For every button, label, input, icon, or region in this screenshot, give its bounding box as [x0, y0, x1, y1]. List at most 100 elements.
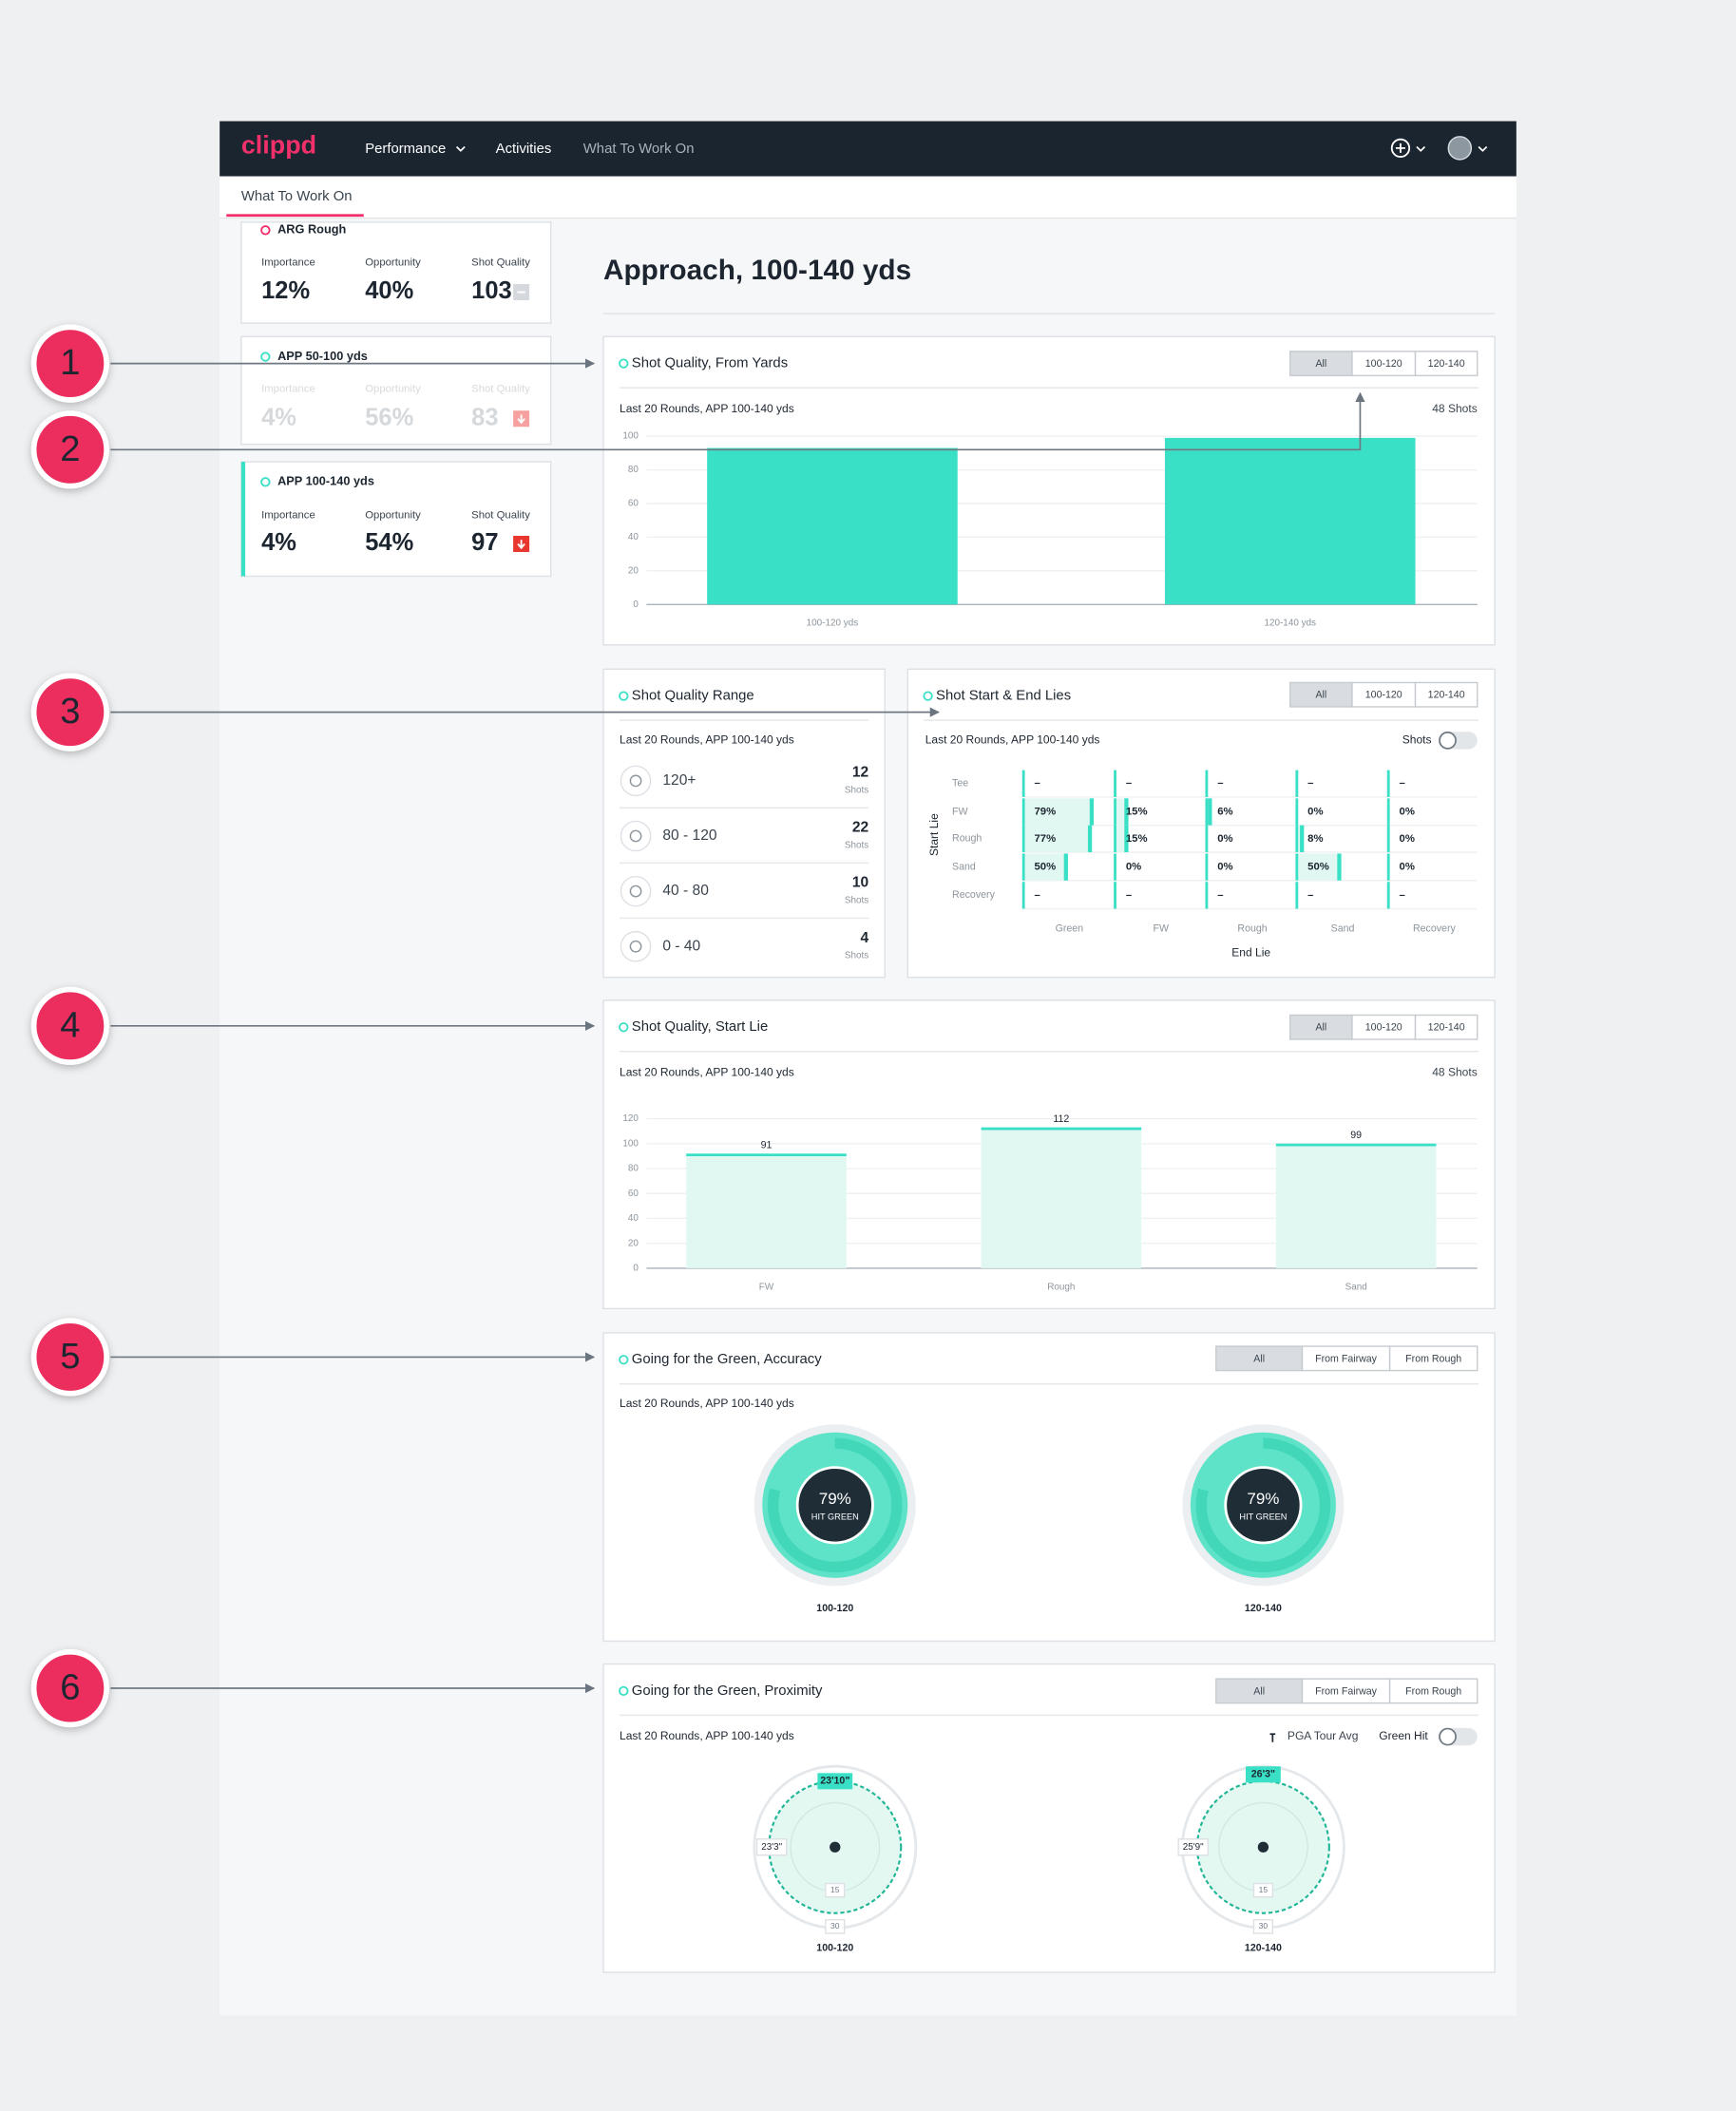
- shot-count: 48 Shots: [1432, 402, 1478, 415]
- filter-button[interactable]: [1215, 1345, 1304, 1372]
- filter-label[interactable]: All: [1315, 690, 1326, 701]
- page-title: Approach, 100-140 yds: [603, 255, 911, 286]
- callout-badge: [30, 673, 109, 751]
- metric-card[interactable]: ARG Rough Importance 12% Opportunity 40% Shot…: [240, 221, 552, 324]
- panel-dot: [619, 1685, 629, 1697]
- metric-value: 83: [471, 404, 498, 430]
- callout-badge: [30, 324, 109, 403]
- avatar[interactable]: [1447, 136, 1473, 161]
- filter-label[interactable]: All: [1315, 1022, 1326, 1034]
- x-tick-label: Sand: [1345, 1282, 1367, 1292]
- filter-label[interactable]: 100-120: [1365, 690, 1402, 701]
- filter-label[interactable]: 100-120: [1365, 1022, 1402, 1034]
- filter-button[interactable]: [1388, 1678, 1478, 1704]
- filter-button[interactable]: [1301, 1345, 1391, 1372]
- donut-value: 79%: [819, 1490, 851, 1508]
- x-tick-label: Rough: [1047, 1282, 1075, 1292]
- donut-center: [1224, 1466, 1303, 1545]
- nav-item[interactable]: What To Work On: [583, 142, 695, 157]
- y-tick-label: 80: [628, 465, 639, 475]
- metric-label: Opportunity: [365, 257, 421, 268]
- panel-dot: [619, 691, 629, 701]
- filter-label[interactable]: 120-140: [1428, 690, 1465, 701]
- metric-value: 40%: [365, 277, 413, 304]
- panel-title: Going for the Green, Accuracy: [632, 1352, 822, 1367]
- filter-label[interactable]: All: [1253, 1685, 1265, 1697]
- filter-button[interactable]: [1388, 1345, 1478, 1372]
- metric-card[interactable]: APP 50-100 yds Importance 4% Opportunity 56%…: [240, 335, 552, 446]
- navbar: [219, 121, 1517, 177]
- add-button[interactable]: [1390, 138, 1411, 159]
- donut-text: HIT GREEN: [1239, 1512, 1287, 1522]
- filter-button[interactable]: [1301, 1678, 1391, 1704]
- cell-label: 0%: [1217, 833, 1232, 845]
- panel-bg: [602, 1663, 1496, 1973]
- panel-title: Shot Start & End Lies: [936, 689, 1071, 704]
- filter-button[interactable]: [1351, 351, 1417, 377]
- range-count: 12: [852, 765, 869, 781]
- panel-subtitle: Last 20 Rounds, APP 100-140 yds: [620, 1397, 794, 1410]
- range-count: 10: [852, 875, 869, 891]
- panel-bg: [906, 668, 1496, 979]
- filter-label[interactable]: From Rough: [1405, 1685, 1461, 1697]
- filter-label[interactable]: All: [1315, 358, 1326, 370]
- callout-badge: [30, 1648, 109, 1728]
- panel-dot: [619, 358, 629, 369]
- filter-label[interactable]: 120-140: [1428, 1022, 1465, 1034]
- nav-item[interactable]: Performance: [365, 142, 446, 157]
- filter-button[interactable]: [1351, 681, 1417, 708]
- filter-label[interactable]: From Fairway: [1315, 1685, 1378, 1697]
- y-tick-label: 60: [628, 499, 639, 509]
- col-label: Rough: [1237, 923, 1267, 935]
- panel-title: Going for the Green, Proximity: [632, 1683, 823, 1699]
- row-label: FW: [952, 806, 967, 817]
- panel-subtitle: Last 20 Rounds, APP 100-140 yds: [620, 1066, 794, 1079]
- filter-label[interactable]: 120-140: [1428, 358, 1465, 370]
- filter-label[interactable]: From Fairway: [1315, 1353, 1378, 1364]
- card-bg: [240, 221, 552, 324]
- range-count: 4: [861, 930, 869, 946]
- panel-title: Shot Quality, From Yards: [632, 356, 788, 371]
- y-tick-label: 40: [628, 532, 639, 542]
- metric-card[interactable]: APP 100-140 yds Importance 4% Opportunity 54…: [240, 461, 552, 578]
- cell-label: –: [1126, 778, 1132, 789]
- cell-bar: [1023, 853, 1068, 881]
- card-title: ARG Rough: [277, 222, 346, 237]
- range-unit: Shots: [845, 841, 868, 851]
- filter-label[interactable]: 100-120: [1365, 358, 1402, 370]
- col-label: Recovery: [1413, 923, 1457, 935]
- card-bg: [240, 335, 552, 446]
- toggle-label: Shots: [1402, 733, 1432, 747]
- callout-badge: [30, 410, 109, 489]
- y-tick-label: 80: [628, 1164, 639, 1174]
- plot-caption: 120-140: [1245, 1942, 1282, 1953]
- bar-value-label: 91: [761, 1140, 773, 1151]
- filter-button[interactable]: [1414, 351, 1478, 377]
- filter-button[interactable]: [1215, 1678, 1304, 1704]
- plus-icon: [1395, 143, 1405, 153]
- metric-label: Shot Quality: [471, 510, 530, 522]
- row-label: Tee: [952, 778, 968, 789]
- nav-item[interactable]: Activities: [496, 142, 552, 157]
- range-icon-inner: [629, 940, 642, 953]
- panel-bg: [602, 1332, 1496, 1643]
- tab[interactable]: What To Work On: [241, 189, 353, 204]
- callout-number: 1: [60, 342, 80, 383]
- filter-button[interactable]: [1414, 681, 1478, 708]
- filter-label[interactable]: From Rough: [1405, 1353, 1461, 1364]
- filter-label[interactable]: All: [1253, 1353, 1265, 1364]
- cell-label: 0%: [1307, 807, 1323, 818]
- callout-badge: [30, 986, 109, 1065]
- cell-bar: [1023, 798, 1095, 826]
- logo[interactable]: clippd: [241, 131, 316, 160]
- card-title: APP 100-140 yds: [277, 474, 374, 488]
- bar: [686, 1154, 847, 1268]
- y-tick-label: 0: [633, 1264, 639, 1274]
- filter-button[interactable]: [1289, 351, 1353, 377]
- cell-bar-end: [1089, 798, 1095, 826]
- row-label: Sand: [952, 861, 976, 872]
- filter-button[interactable]: [1414, 1014, 1478, 1040]
- col-label: FW: [1153, 923, 1168, 935]
